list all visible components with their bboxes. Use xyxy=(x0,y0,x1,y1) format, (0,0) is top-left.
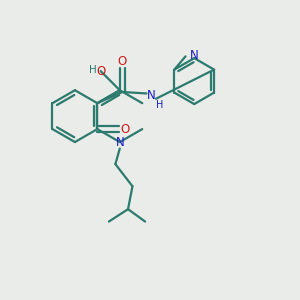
Text: H: H xyxy=(156,100,164,110)
Text: N: N xyxy=(190,49,199,62)
Text: O: O xyxy=(120,123,130,136)
Text: O: O xyxy=(96,64,105,78)
Text: H: H xyxy=(88,64,96,75)
Text: O: O xyxy=(118,55,127,68)
Text: N: N xyxy=(116,136,124,148)
Text: N: N xyxy=(147,89,155,102)
